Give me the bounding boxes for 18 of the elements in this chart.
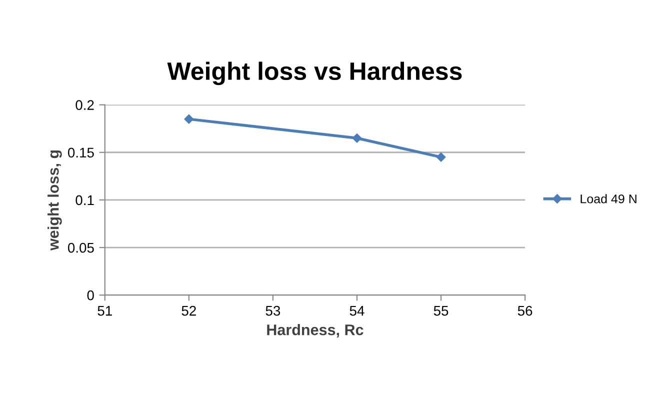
y-tick-label: 0 <box>87 290 94 300</box>
point <box>352 133 362 143</box>
point <box>184 114 194 124</box>
legend-label: Load 49 N <box>580 194 636 204</box>
x-tick-label: 52 <box>182 306 196 316</box>
x-tick-label: 55 <box>434 306 448 316</box>
x-tick-label: 56 <box>518 306 532 316</box>
y-tick-label: 0.1 <box>76 195 94 206</box>
x-tick-label: 53 <box>266 306 280 316</box>
x-tick-label: 54 <box>350 306 364 316</box>
y-tick-label: 0.2 <box>76 100 94 110</box>
x-axis-title: Hardness, Rc <box>267 324 364 338</box>
chart-title: Weight loss vs Hardness <box>167 62 462 86</box>
y-axis-title: weight loss, g <box>48 150 62 250</box>
point <box>436 152 446 162</box>
x-tick-label: 51 <box>98 306 112 316</box>
y-tick-label: 0.15 <box>68 148 94 158</box>
y-tick-label: 0.05 <box>68 242 94 253</box>
